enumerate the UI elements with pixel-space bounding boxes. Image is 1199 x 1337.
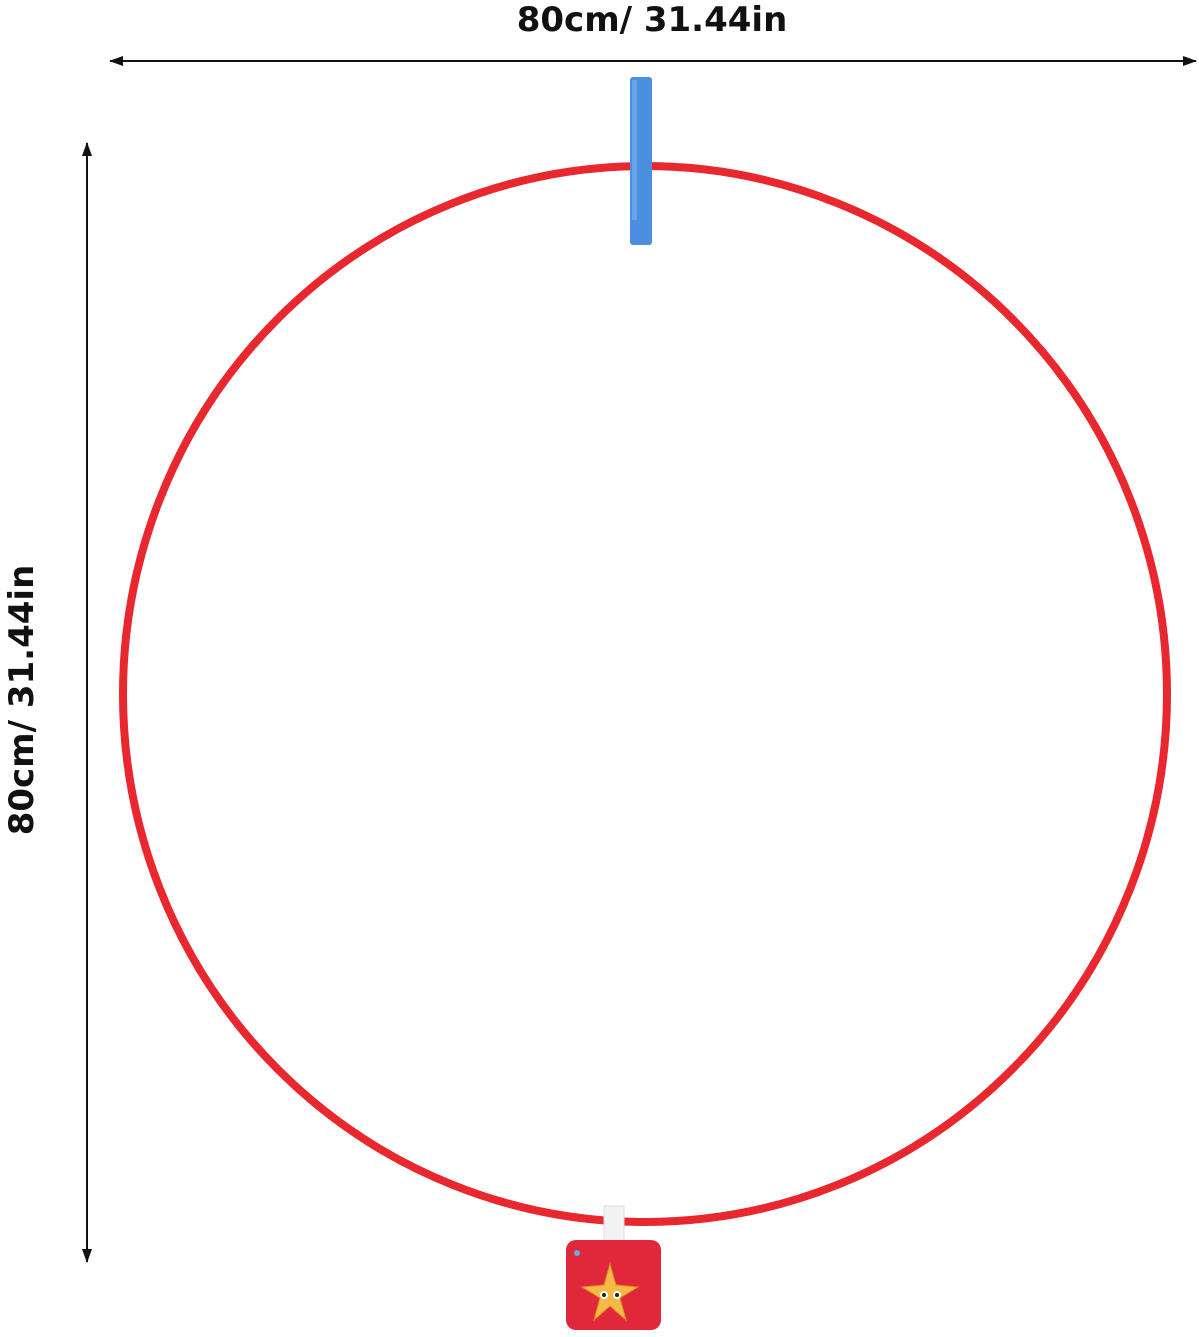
hoop-ring <box>119 162 1171 1226</box>
starfish-icon <box>580 1262 640 1322</box>
height-label: 80cm/ 31.44in <box>2 564 42 836</box>
clip <box>630 77 652 245</box>
width-label: 80cm/ 31.44in <box>516 0 788 40</box>
bean-bag <box>566 1205 661 1330</box>
